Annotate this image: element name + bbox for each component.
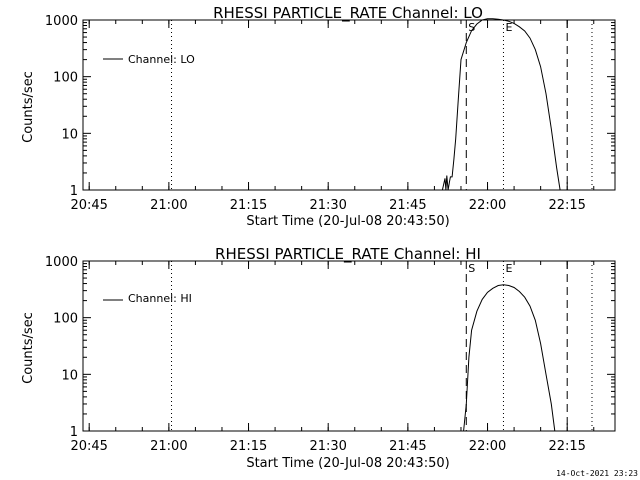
x-tick-label: 21:45: [389, 439, 426, 454]
series-line: [463, 284, 556, 432]
y-tick-label: 10: [61, 127, 78, 142]
x-axis-label: Start Time (20-Jul-08 20:43:50): [246, 456, 449, 471]
x-tick-label: 22:15: [548, 198, 585, 213]
plot-frame: [82, 260, 616, 432]
x-tick-label: 21:30: [309, 198, 346, 213]
y-axis-label: Counts/sec: [21, 71, 36, 143]
x-tick-label: 21:00: [150, 439, 187, 454]
chart-title: RHESSI PARTICLE_RATE Channel: LO: [213, 4, 483, 23]
y-axis-label: Counts/sec: [21, 312, 36, 384]
marker-label: E: [505, 21, 512, 34]
marker-label: S: [468, 21, 475, 34]
y-tick-label: 1000: [45, 255, 78, 270]
x-tick-label: 20:45: [70, 439, 107, 454]
x-tick-label: 21:30: [309, 439, 346, 454]
marker-label: E: [505, 262, 512, 275]
plot-frame: [82, 19, 616, 191]
x-tick-label: 22:00: [469, 439, 506, 454]
series-line: [441, 18, 561, 191]
legend-label: Channel: LO: [128, 53, 195, 66]
y-tick-label: 1: [70, 425, 78, 440]
y-tick-label: 1: [70, 184, 78, 199]
marker-label: S: [468, 262, 475, 275]
y-tick-label: 10: [61, 368, 78, 383]
x-tick-label: 20:45: [70, 198, 107, 213]
x-tick-label: 22:15: [548, 439, 585, 454]
x-tick-label: 21:15: [230, 198, 267, 213]
y-tick-label: 100: [53, 71, 78, 86]
y-tick-label: 100: [53, 312, 78, 327]
x-axis-label: Start Time (20-Jul-08 20:43:50): [246, 214, 449, 229]
chart-lo-channel: RHESSI PARTICLE_RATE Channel: LO Start T…: [21, 4, 616, 229]
x-tick-label: 21:15: [230, 439, 267, 454]
y-tick-label: 1000: [45, 14, 78, 29]
legend-label: Channel: HI: [128, 292, 192, 305]
footer-timestamp: 14-Oct-2021 23:23: [556, 469, 638, 478]
chart-title: RHESSI PARTICLE_RATE Channel: HI: [215, 245, 481, 264]
x-tick-label: 22:00: [469, 198, 506, 213]
chart-hi-channel: RHESSI PARTICLE_RATE Channel: HI Start T…: [21, 245, 616, 471]
x-tick-label: 21:45: [389, 198, 426, 213]
x-tick-label: 21:00: [150, 198, 187, 213]
